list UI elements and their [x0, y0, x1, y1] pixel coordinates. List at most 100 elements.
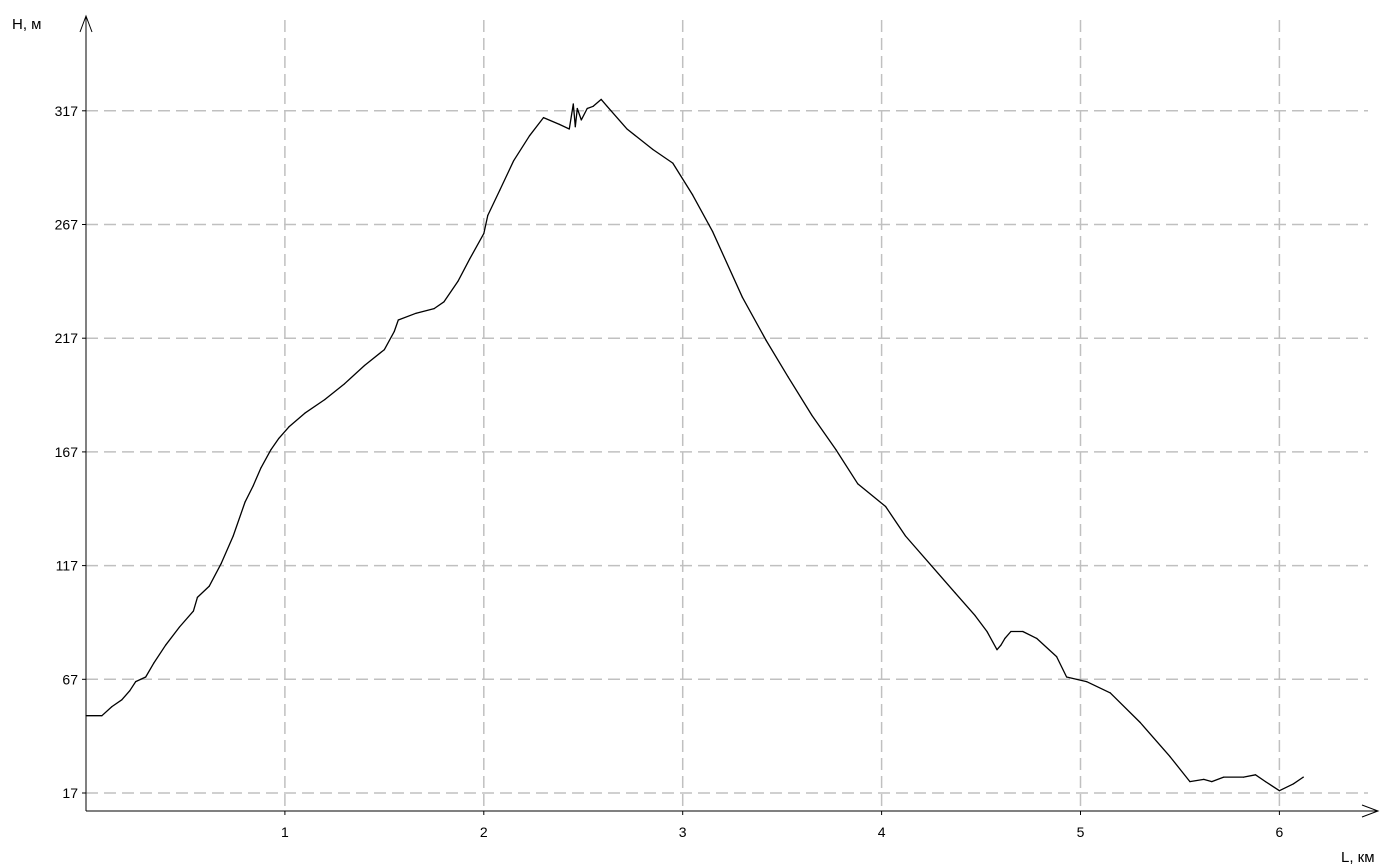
data-point: [811, 414, 813, 417]
y-tick-label: 167: [55, 444, 79, 460]
data-point: [930, 565, 932, 567]
axes: [79, 14, 1380, 818]
data-point: [996, 649, 998, 651]
data-point: [885, 505, 887, 508]
data-point: [986, 630, 988, 633]
data-point: [1264, 781, 1267, 783]
grid-lines: [86, 20, 1368, 811]
data-point: [586, 107, 588, 110]
data-point: [1169, 756, 1171, 758]
data-point: [528, 135, 531, 137]
data-point: [580, 119, 582, 121]
data-point: [542, 117, 545, 119]
data-point: [904, 535, 907, 537]
data-point: [765, 339, 767, 342]
series-layer: [85, 98, 1304, 792]
data-point: [1000, 644, 1002, 646]
data-point: [513, 160, 515, 162]
y-axis-arrow: [79, 14, 93, 33]
tick-labels: 1 2 3 4 5 6 17 67 117 167 217 267 317: [55, 103, 1284, 840]
data-point: [568, 128, 570, 130]
data-point: [101, 715, 103, 717]
data-point: [278, 437, 280, 439]
data-point: [145, 676, 147, 678]
data-point: [1292, 783, 1294, 785]
data-point: [165, 644, 167, 646]
data-point: [1066, 676, 1068, 678]
data-point: [1036, 637, 1038, 640]
data-point: [415, 312, 417, 314]
data-point: [1189, 781, 1191, 783]
data-point: [974, 615, 976, 617]
data-point: [153, 662, 155, 665]
y-tick-label: 217: [55, 330, 79, 346]
y-axis-title: H, м: [12, 16, 41, 33]
data-point: [574, 126, 576, 128]
data-point: [260, 467, 262, 469]
data-point: [252, 485, 254, 487]
y-tick-label: 267: [55, 217, 79, 233]
data-point: [208, 585, 210, 587]
data-point: [192, 610, 194, 612]
y-tick-label: 67: [62, 671, 78, 687]
data-point: [397, 319, 399, 321]
y-tick-label: 317: [55, 103, 79, 119]
data-point: [787, 376, 789, 378]
x-axis-title: L, км: [1341, 849, 1375, 866]
data-point: [270, 449, 272, 451]
data-point: [1022, 630, 1024, 633]
data-point: [1254, 774, 1257, 776]
data-point: [1139, 721, 1141, 724]
y-tick-label: 117: [56, 558, 79, 574]
x-tick-label: 2: [480, 824, 488, 840]
x-axis-arrow: [1361, 804, 1380, 818]
data-point: [499, 189, 501, 191]
data-point: [220, 562, 222, 564]
data-point: [711, 230, 714, 232]
data-point: [558, 123, 561, 125]
data-point: [363, 364, 366, 367]
data-point: [457, 280, 459, 282]
data-point: [1203, 778, 1205, 781]
data-point: [232, 535, 234, 537]
data-point: [606, 105, 608, 107]
series-line: [86, 98, 1304, 792]
data-point: [954, 592, 956, 594]
data-point: [393, 330, 395, 332]
x-tick-label: 1: [281, 824, 289, 840]
y-tick-label: 17: [62, 785, 78, 801]
data-point: [196, 596, 198, 599]
data-point: [487, 214, 489, 216]
data-point: [344, 383, 346, 385]
data-point: [1243, 776, 1245, 778]
data-point: [304, 412, 306, 414]
data-point: [1211, 781, 1213, 783]
data-point: [178, 626, 181, 628]
data-point: [1010, 630, 1012, 633]
data-point: [483, 233, 485, 235]
data-point: [652, 148, 654, 151]
data-point: [135, 681, 137, 683]
data-point: [121, 699, 123, 701]
data-point: [626, 128, 628, 130]
data-point: [600, 98, 602, 100]
data-point: [592, 105, 594, 107]
data-point: [1004, 637, 1006, 640]
data-point: [835, 449, 837, 451]
data-point: [288, 426, 290, 428]
x-tick-label: 4: [878, 824, 886, 840]
x-tick-label: 6: [1276, 824, 1284, 840]
data-point: [1056, 656, 1058, 658]
data-point: [1302, 776, 1304, 778]
data-point: [857, 483, 859, 485]
data-point: [576, 107, 578, 110]
data-point: [741, 296, 744, 298]
data-point: [672, 162, 674, 164]
data-point: [433, 308, 435, 310]
data-point: [469, 258, 471, 260]
data-point: [244, 501, 246, 503]
x-tick-label: 5: [1077, 824, 1085, 840]
data-point: [383, 349, 385, 351]
